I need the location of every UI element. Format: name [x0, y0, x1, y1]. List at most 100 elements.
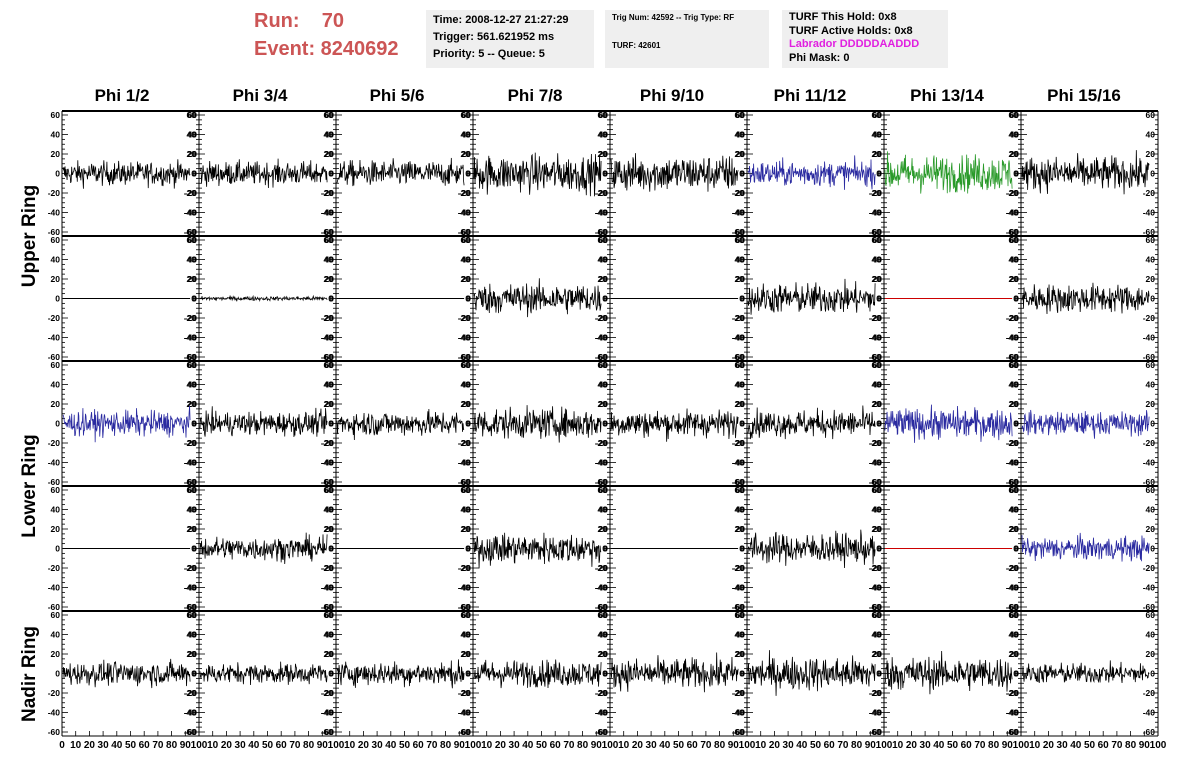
x-tick-label: 60: [550, 740, 562, 751]
y-tick-label-left: 60: [325, 360, 335, 370]
y-tick-label-right: 20: [872, 274, 882, 284]
y-tick-label-right: -40: [1143, 583, 1156, 593]
y-tick-label-left: -20: [459, 313, 472, 323]
y-tick-label-right: 60: [461, 235, 471, 245]
y-tick-label-right: 20: [872, 149, 882, 159]
y-tick-label-right: -20: [595, 688, 608, 698]
y-tick-label-right: -20: [869, 438, 882, 448]
x-tick-label: 80: [988, 740, 1000, 751]
y-tick-label-left: 60: [1010, 360, 1020, 370]
y-tick-label-right: 20: [872, 649, 882, 659]
y-tick-label-right: 0: [602, 544, 607, 554]
y-tick-label-left: 60: [462, 360, 472, 370]
y-tick-label-right: 0: [328, 294, 333, 304]
y-tick-label-left: 40: [873, 255, 883, 265]
x-tick-label: 100: [1013, 740, 1030, 751]
y-tick-label-right: 60: [1009, 235, 1019, 245]
y-tick-label-right: 0: [1013, 419, 1018, 429]
y-tick-label-right: 0: [191, 669, 196, 679]
x-tick-label: 10: [892, 740, 904, 751]
x-tick-label: 0: [59, 740, 65, 751]
y-tick-label-left: -60: [870, 352, 883, 362]
y-tick-label-right: 40: [1009, 130, 1019, 140]
y-tick-label-right: -60: [184, 477, 197, 487]
y-tick-label-right: -40: [1143, 333, 1156, 343]
y-tick-label-left: -40: [322, 708, 335, 718]
x-tick-label: 20: [84, 740, 96, 751]
y-tick-label-left: -40: [870, 208, 883, 218]
x-tick-label: 80: [851, 740, 863, 751]
y-tick-label-right: 40: [1146, 130, 1156, 140]
y-tick-label-left: 60: [462, 485, 472, 495]
y-tick-label-right: 60: [187, 110, 197, 120]
y-tick-label-right: -20: [1143, 313, 1156, 323]
y-tick-label-right: -60: [595, 352, 608, 362]
waveform-trace: [747, 278, 876, 315]
y-tick-label-right: 60: [187, 485, 197, 495]
y-tick-label-right: -60: [869, 227, 882, 237]
y-tick-label-right: 0: [876, 294, 881, 304]
y-tick-label-right: -40: [321, 208, 334, 218]
waveform-trace: [62, 658, 191, 689]
waveform-trace: [884, 650, 1013, 695]
waveform-trace: [199, 406, 328, 437]
y-tick-label-left: 20: [736, 399, 746, 409]
y-tick-label-right: 60: [1146, 235, 1156, 245]
y-tick-label-right: -40: [1006, 208, 1019, 218]
y-tick-label-left: -40: [596, 208, 609, 218]
y-tick-label-right: 20: [1009, 399, 1019, 409]
y-tick-label-left: 20: [462, 399, 472, 409]
y-tick-label-left: 40: [51, 630, 61, 640]
waveform-trace: [884, 404, 1013, 443]
x-tick-label: 70: [152, 740, 164, 751]
y-tick-label-left: -40: [459, 458, 472, 468]
x-tick-label: 100: [191, 740, 208, 751]
y-tick-label-left: -40: [322, 458, 335, 468]
y-tick-label-left: 20: [325, 524, 335, 534]
y-tick-label-left: 60: [51, 360, 61, 370]
y-tick-label-right: 40: [187, 255, 197, 265]
y-tick-label-right: 0: [1013, 169, 1018, 179]
y-tick-label-left: -40: [185, 333, 198, 343]
y-tick-label-right: 0: [465, 544, 470, 554]
y-tick-label-right: 20: [735, 649, 745, 659]
y-tick-label-right: 20: [187, 399, 197, 409]
y-tick-label-left: -60: [733, 477, 746, 487]
y-tick-label-left: -20: [48, 188, 61, 198]
y-tick-label-left: -40: [596, 333, 609, 343]
phi-header-7-8: Phi 7/8: [507, 86, 563, 105]
y-tick-label-left: 40: [1010, 630, 1020, 640]
y-tick-label-right: -20: [869, 313, 882, 323]
y-tick-label-right: 60: [461, 360, 471, 370]
y-tick-label-left: -20: [185, 188, 198, 198]
y-tick-label-left: 40: [51, 380, 61, 390]
y-tick-label-left: -20: [459, 688, 472, 698]
waveform-trace: [336, 157, 465, 187]
x-tick-label: 40: [111, 740, 123, 751]
y-tick-label-left: -60: [459, 602, 472, 612]
time-text: Time: 2008-12-27 21:27:29: [433, 14, 569, 26]
x-tick-label: 20: [769, 740, 781, 751]
y-tick-label-left: 20: [462, 649, 472, 659]
trigger-text: Trigger: 561.621952 ms: [433, 31, 555, 43]
y-tick-label-left: -20: [733, 438, 746, 448]
y-tick-label-left: -20: [48, 313, 61, 323]
y-tick-label-left: 0: [329, 419, 334, 429]
y-tick-label-left: 0: [192, 294, 197, 304]
y-tick-label-right: 0: [191, 169, 196, 179]
x-tick-label: 30: [509, 740, 521, 751]
y-tick-label-right: 20: [187, 274, 197, 284]
y-tick-label-left: 0: [466, 544, 471, 554]
y-tick-label-right: 0: [1150, 544, 1155, 554]
y-tick-label-right: -40: [1143, 708, 1156, 718]
y-tick-label-right: -40: [869, 708, 882, 718]
y-tick-label-left: -20: [733, 563, 746, 573]
x-tick-label: 90: [317, 740, 329, 751]
waveform-trace: [473, 405, 602, 443]
y-tick-label-left: -20: [596, 313, 609, 323]
y-tick-label-right: -40: [869, 583, 882, 593]
y-tick-label-right: 60: [598, 485, 608, 495]
y-tick-label-left: 20: [736, 274, 746, 284]
y-tick-label-left: -40: [48, 208, 61, 218]
x-tick-label: 70: [426, 740, 438, 751]
